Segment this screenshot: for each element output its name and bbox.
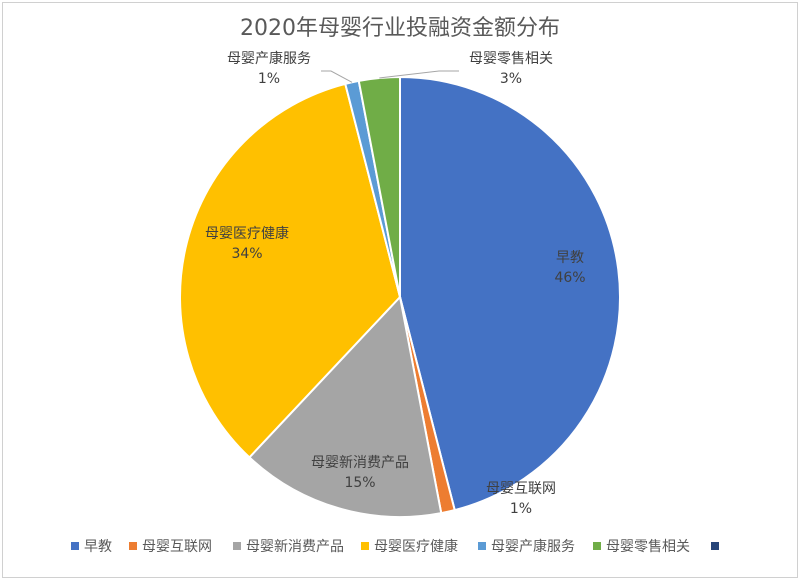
legend-label-0: 早教 — [84, 539, 112, 555]
legend: 早教 母婴互联网 母婴新消费产品 母婴医疗健康 母婴产康服务 母婴零售相关 — [71, 538, 719, 555]
legend-label-5: 母婴零售相关 — [606, 539, 690, 555]
legend-swatch-6 — [711, 542, 719, 550]
pie-chart: 2020年母婴行业投融资金额分布 早教 46% 母婴互联网 1% 母婴新消费产品 15% 母… — [71, 16, 719, 555]
legend-label-1: 母婴互联网 — [142, 539, 212, 555]
legend-label-3: 母婴医疗健康 — [374, 538, 458, 555]
leader-line-4 — [321, 70, 353, 83]
slice-percent-1: 1% — [510, 501, 532, 517]
legend-label-4: 母婴产康服务 — [491, 538, 575, 555]
slice-percent-4: 1% — [258, 71, 280, 87]
legend-swatch-0 — [71, 542, 79, 550]
pie-slice-0 — [399, 75, 621, 512]
data-labels: 早教 46% 母婴互联网 1% 母婴新消费产品 15% 母婴医疗健康 34% 母婴产康服务 1% 母… — [205, 50, 586, 517]
pie-slice-5 — [357, 75, 401, 298]
slice-label-3: 母婴医疗健康 — [205, 225, 289, 242]
legend-swatch-4 — [478, 542, 486, 550]
legend-label-2: 母婴新消费产品 — [246, 539, 344, 555]
legend-swatch-3 — [361, 542, 369, 550]
chart-title: 2020年母婴行业投融资金额分布 — [240, 16, 560, 41]
leader-line-5 — [379, 70, 459, 79]
pie-slice-3 — [179, 82, 402, 459]
slice-label-1: 母婴互联网 — [486, 481, 556, 497]
pie-slice-2 — [247, 294, 443, 518]
pie-slices — [179, 75, 621, 518]
legend-swatch-5 — [593, 542, 601, 550]
leader-lines — [321, 70, 459, 83]
slice-percent-5: 3% — [500, 71, 522, 87]
slice-percent-0: 46% — [554, 270, 585, 286]
slice-percent-2: 15% — [344, 475, 375, 491]
slice-label-0: 早教 — [556, 250, 584, 266]
slice-label-5: 母婴零售相关 — [469, 51, 553, 67]
legend-swatch-1 — [129, 542, 137, 550]
legend-swatch-2 — [233, 542, 241, 550]
slice-label-4: 母婴产康服务 — [227, 50, 311, 67]
slice-percent-3: 34% — [231, 246, 262, 262]
slice-label-2: 母婴新消费产品 — [311, 455, 409, 471]
